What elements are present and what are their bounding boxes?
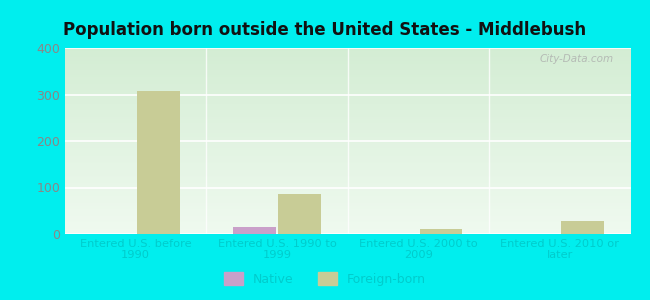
Bar (233, 227, 276, 234)
Text: Population born outside the United States - Middlebush: Population born outside the United State… (64, 21, 586, 39)
Bar (278, 194, 321, 234)
Legend: Native, Foreign-born: Native, Foreign-born (219, 267, 431, 291)
Bar (561, 221, 604, 234)
Bar (137, 91, 179, 234)
Bar (420, 229, 462, 234)
Text: City-Data.com: City-Data.com (540, 54, 614, 64)
